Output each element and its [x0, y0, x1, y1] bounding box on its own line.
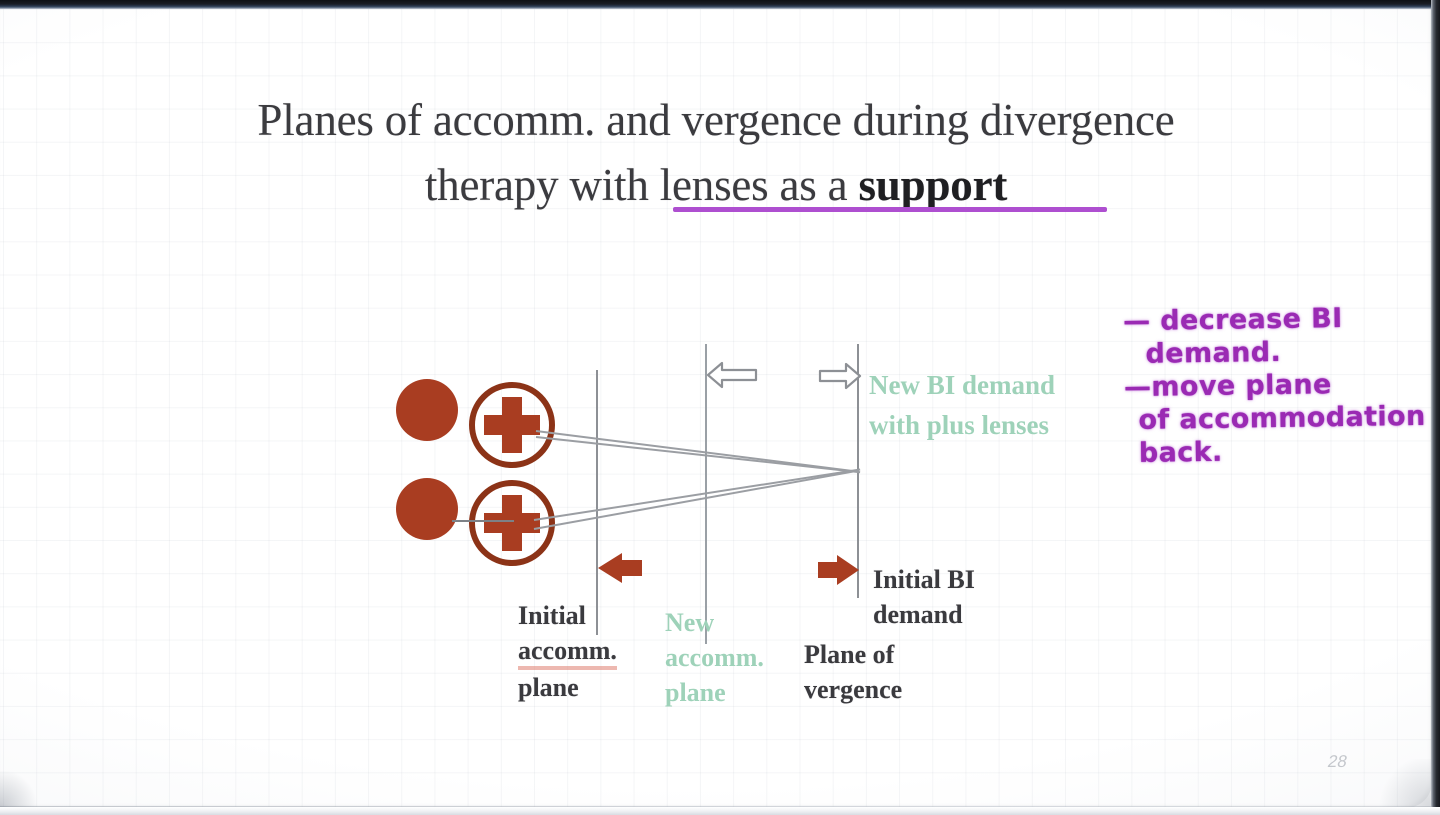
label-new-accomm-line1: New	[665, 608, 715, 637]
title-line-2-prefix: therapy with lenses as a	[424, 160, 859, 210]
handwritten-line-1: — decrease BI	[1122, 303, 1343, 338]
label-initial-bi-demand-line2: demand	[873, 600, 963, 629]
plane-line-initial-accomm	[596, 370, 598, 635]
arrow-left-head	[598, 553, 622, 583]
arrow-right-shaft	[818, 562, 838, 578]
label-new-accomm-line3: plane	[665, 678, 726, 707]
arrow-left-shaft	[620, 560, 642, 576]
label-new-bi-demand: New BI demand with plus lenses	[869, 365, 1119, 445]
label-plane-of-vergence: Plane of vergence	[804, 637, 964, 707]
sight-ray-top-lower	[535, 436, 861, 474]
sight-ray-eye-axis-bottom	[452, 520, 514, 522]
handwritten-line-3: —move plane	[1123, 369, 1332, 404]
page-title: Planes of accomm. and vergence during di…	[0, 88, 1432, 218]
label-initial-accomm-line3: plane	[518, 673, 579, 702]
window-edge-top	[0, 0, 1440, 9]
label-new-accomm-line2: accomm.	[665, 643, 764, 672]
label-initial-accomm-line2-wrap: accomm.	[518, 633, 648, 670]
label-initial-accomm-plane: Initial accomm. plane	[518, 598, 648, 705]
window-edge-bottom	[0, 807, 1440, 815]
title-emphasis-support: support	[858, 160, 1008, 210]
eye-bottom	[396, 478, 458, 540]
arrow-right-head	[837, 555, 859, 585]
label-plane-of-vergence-line1: Plane of	[804, 640, 895, 669]
eye-top	[396, 379, 458, 441]
plus-lens-icon-top	[469, 382, 555, 468]
title-line-1: Planes of accomm. and vergence during di…	[257, 95, 1175, 145]
handwritten-line-2: demand.	[1145, 336, 1282, 370]
title-underline-highlight	[673, 207, 1107, 212]
plus-lens-icon-bottom	[469, 480, 555, 566]
sight-ray-bottom-upper	[533, 468, 861, 521]
title-line-2: therapy with lenses as a support	[0, 153, 1432, 218]
label-new-accomm-plane: New accomm. plane	[665, 605, 795, 710]
plus-lens-bar-vertical-bottom	[502, 495, 522, 551]
hollow-arrow-left-icon	[706, 360, 758, 395]
optics-diagram: Initial accomm. plane New accomm. plane …	[396, 344, 1119, 710]
label-initial-bi-demand-line1: Initial BI	[873, 565, 975, 594]
handwritten-line-5: back.	[1138, 436, 1223, 469]
window-edge-right	[1431, 0, 1440, 815]
handwritten-line-4: of accommodation	[1138, 400, 1426, 436]
label-initial-bi-demand: Initial BI demand	[873, 562, 1053, 632]
handwritten-annotation: — decrease BI demand. —move plane of acc…	[1122, 301, 1426, 470]
sight-ray-bottom-to-vergence	[533, 469, 859, 530]
label-plane-of-vergence-line2: vergence	[804, 675, 903, 704]
label-initial-accomm-line2: accomm.	[518, 636, 617, 670]
label-initial-accomm-line1: Initial	[518, 601, 586, 630]
label-new-bi-demand-line2: with plus lenses	[869, 410, 1050, 440]
plus-lens-bar-vertical-top	[502, 397, 522, 453]
hollow-arrow-right-icon	[818, 361, 862, 396]
label-new-bi-demand-line1: New BI demand	[869, 370, 1056, 400]
